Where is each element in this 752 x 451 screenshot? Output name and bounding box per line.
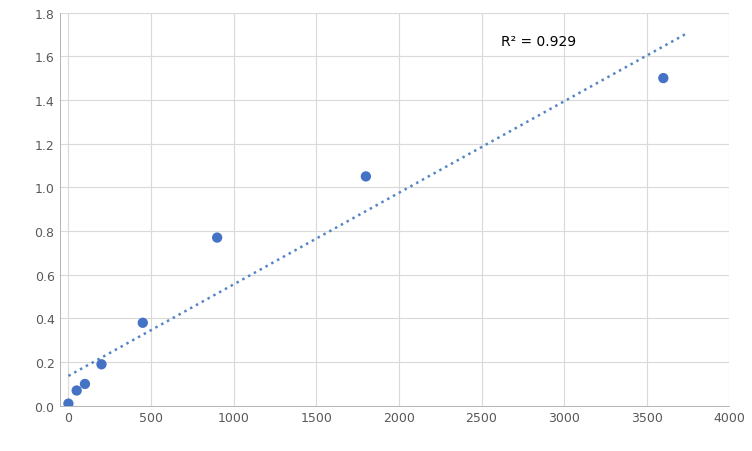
Point bbox=[360, 173, 372, 180]
Text: R² = 0.929: R² = 0.929 bbox=[502, 35, 577, 49]
Point bbox=[62, 400, 74, 407]
Point bbox=[79, 381, 91, 388]
Point bbox=[211, 235, 223, 242]
Point bbox=[71, 387, 83, 394]
Point bbox=[96, 361, 108, 368]
Point bbox=[657, 75, 669, 83]
Point bbox=[137, 319, 149, 327]
